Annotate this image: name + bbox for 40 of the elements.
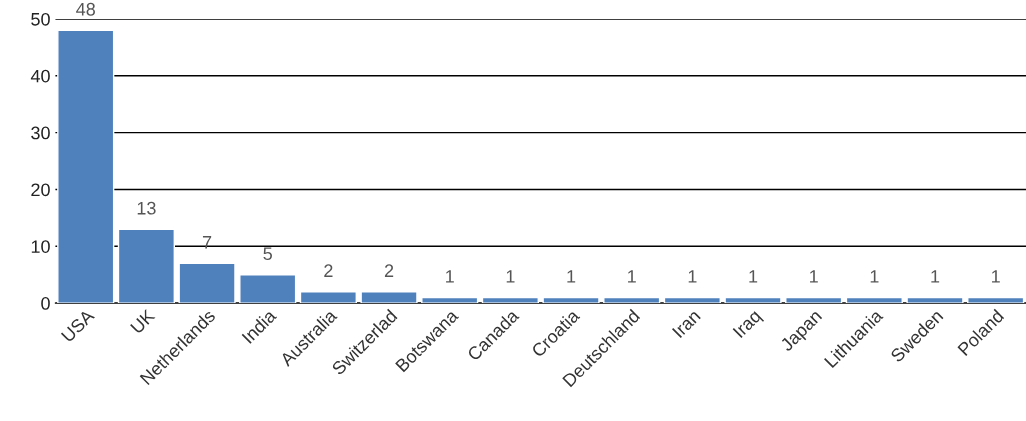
data-label: 1: [688, 270, 697, 283]
bar: [724, 296, 782, 304]
data-label: 5: [263, 247, 272, 261]
bar: [967, 296, 1025, 304]
x-tick-label: USA: [60, 308, 96, 343]
bar: [360, 291, 418, 304]
data-label: 2: [324, 264, 333, 277]
data-label: 1: [749, 270, 758, 283]
y-tick-label: 30: [31, 126, 50, 140]
y-tick-label: 40: [30, 69, 50, 83]
y-tick-label: 0: [41, 297, 50, 310]
data-label: 1: [446, 270, 454, 283]
bar: [239, 274, 297, 304]
bar: [542, 296, 600, 304]
y-tick-label: 20: [31, 183, 50, 197]
data-label: 2: [384, 264, 394, 277]
bar: [845, 296, 903, 304]
data-label: 1: [506, 270, 515, 283]
bar: [603, 296, 661, 304]
bar: [178, 262, 236, 304]
y-tick-label: 10: [31, 240, 50, 254]
data-label: 1: [870, 270, 879, 283]
data-label: 1: [567, 270, 576, 283]
bar: [906, 296, 964, 304]
bar: [663, 296, 721, 304]
data-label: 1: [992, 270, 1000, 283]
bar: [57, 29, 115, 304]
data-label: 48: [76, 2, 95, 16]
data-label: 13: [137, 201, 156, 215]
x-tick-label: Iraq: [732, 309, 765, 341]
y-tick-label: 50: [31, 12, 50, 26]
data-label: 1: [931, 270, 940, 283]
bar: [299, 291, 357, 304]
bar: [117, 228, 175, 304]
x-tick-label: Iran: [672, 309, 701, 339]
bar: [481, 296, 539, 304]
data-label: 1: [810, 270, 818, 283]
bar: [421, 296, 479, 304]
bar: [785, 296, 843, 304]
data-label: 1: [628, 270, 636, 283]
